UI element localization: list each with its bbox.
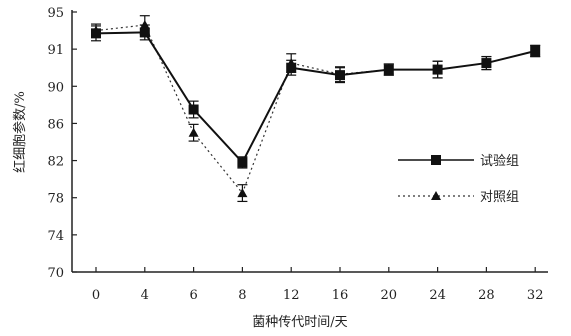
data-point-triangle (188, 127, 199, 137)
x-tick-label: 16 (332, 288, 349, 303)
data-point-square (530, 46, 541, 56)
x-tick-label: 28 (478, 288, 495, 303)
series-control (91, 15, 541, 203)
y-tick-label: 90 (47, 80, 64, 95)
data-point-square (237, 157, 248, 168)
y-tick-label: 70 (47, 266, 64, 281)
y-tick-label: 82 (47, 155, 64, 170)
x-tick-label: 4 (141, 288, 149, 303)
y-ticks: 70 74 78 82 86 90 91 95 (47, 6, 77, 281)
x-tick-label: 0 (92, 288, 100, 303)
data-point-triangle (237, 188, 248, 198)
y-axis-title: 红细胞参数/% (12, 91, 28, 173)
y-tick-label: 78 (47, 192, 64, 207)
data-point-square (91, 28, 101, 39)
x-tick-label: 24 (429, 288, 446, 303)
data-point-square (432, 64, 443, 75)
y-tick-label: 74 (47, 229, 64, 244)
data-point-square (335, 70, 345, 81)
data-point-square (286, 62, 297, 73)
series-layer (91, 15, 541, 203)
legend-marker-triangle (431, 191, 441, 200)
x-tick-label: 8 (238, 288, 246, 303)
legend-entry-test: 试验组 (398, 153, 519, 169)
x-axis-title: 菌种传代时间/天 (252, 315, 347, 330)
x-ticks: 0 4 6 8 12 16 20 24 28 32 (92, 267, 544, 303)
series-line (95, 31, 536, 165)
plot-area: 70 74 78 82 86 90 91 95 0 4 6 8 12 16 20 24 28 32 (47, 6, 548, 303)
legend-entry-control: 对照组 (398, 190, 519, 205)
x-tick-label: 12 (283, 288, 300, 303)
series-line (95, 24, 536, 195)
y-tick-label: 91 (47, 43, 64, 58)
x-tick-label: 32 (527, 288, 544, 303)
series-test (91, 24, 541, 169)
data-point-square (188, 104, 199, 115)
legend-marker-square (431, 155, 441, 165)
y-tick-label: 95 (47, 6, 64, 21)
x-tick-label: 20 (381, 288, 398, 303)
legend-label-test: 试验组 (480, 153, 519, 169)
data-point-square (383, 64, 394, 75)
data-point-square (481, 58, 492, 69)
legend: 试验组 对照组 (398, 153, 519, 205)
data-point-square (139, 27, 150, 38)
x-tick-label: 6 (189, 288, 197, 303)
y-tick-label: 86 (47, 117, 64, 132)
legend-label-control: 对照组 (480, 190, 519, 205)
